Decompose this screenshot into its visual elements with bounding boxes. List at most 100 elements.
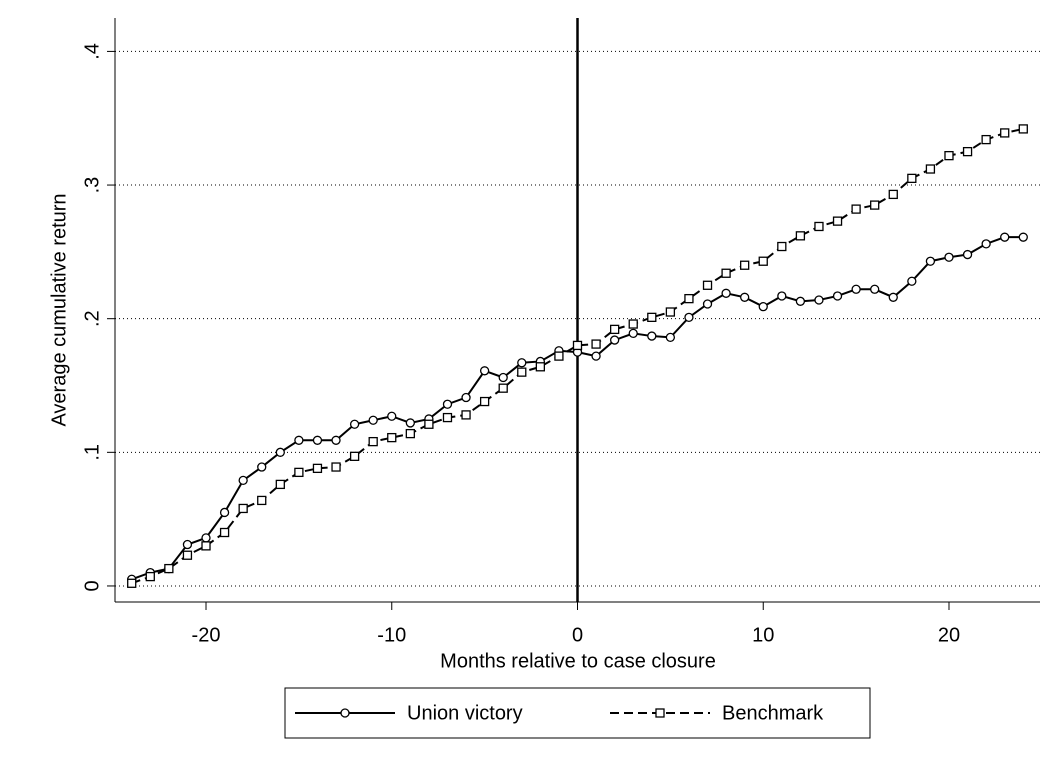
x-tick-label: 0: [572, 624, 583, 646]
y-tick-label: .1: [81, 444, 103, 461]
marker: [219, 527, 230, 538]
marker: [907, 173, 917, 184]
marker: [201, 541, 211, 551]
marker: [442, 412, 453, 423]
marker: [201, 533, 211, 543]
x-tick-label: -10: [377, 624, 406, 646]
marker: [655, 708, 665, 718]
y-tick-label: .2: [81, 310, 103, 327]
marker: [870, 284, 880, 294]
marker: [1000, 128, 1010, 138]
marker: [340, 708, 350, 718]
marker: [702, 299, 713, 309]
marker: [777, 291, 787, 301]
marker: [684, 293, 694, 304]
marker: [628, 328, 638, 339]
marker: [257, 495, 267, 506]
marker: [479, 396, 490, 407]
marker: [498, 372, 508, 383]
legend-box: [284, 687, 871, 739]
marker: [832, 216, 843, 226]
marker: [758, 302, 768, 312]
marker: [795, 231, 806, 241]
marker: [498, 383, 508, 393]
marker: [535, 362, 546, 372]
marker: [479, 366, 490, 376]
x-tick-label: 10: [752, 624, 774, 646]
marker: [461, 392, 471, 403]
marker: [814, 221, 824, 232]
marker: [1018, 232, 1028, 242]
marker: [368, 415, 378, 425]
x-axis-title: Months relative to case closure: [440, 650, 716, 672]
marker: [851, 204, 861, 214]
marker: [349, 451, 360, 461]
marker: [758, 256, 768, 266]
marker: [832, 291, 843, 301]
marker: [628, 319, 638, 329]
marker: [888, 189, 898, 200]
marker: [424, 419, 434, 429]
marker: [721, 268, 731, 278]
marker: [814, 295, 824, 305]
marker: [312, 435, 323, 445]
marker: [591, 339, 601, 349]
marker: [740, 260, 750, 270]
legend-label: Benchmark: [722, 702, 824, 724]
marker: [647, 331, 657, 341]
x-tick-label: 20: [938, 624, 960, 646]
y-axis-title: Average cumulative return: [48, 193, 70, 426]
marker: [851, 284, 861, 294]
marker: [368, 436, 378, 447]
marker: [981, 134, 991, 145]
marker: [238, 475, 248, 486]
marker: [145, 571, 155, 582]
marker: [405, 418, 415, 428]
marker: [702, 280, 713, 290]
marker: [294, 467, 304, 478]
marker: [721, 288, 731, 298]
marker: [275, 447, 285, 457]
marker: [461, 410, 471, 420]
y-tick-label: .4: [81, 43, 103, 60]
marker: [925, 164, 936, 174]
marker: [442, 399, 453, 409]
marker: [219, 507, 230, 518]
marker: [387, 432, 397, 443]
marker: [609, 335, 620, 345]
marker: [1018, 124, 1028, 134]
marker: [981, 239, 991, 249]
marker: [944, 150, 954, 161]
marker: [275, 479, 285, 490]
marker: [647, 312, 657, 323]
marker: [777, 241, 787, 252]
marker: [517, 367, 527, 377]
marker: [591, 351, 601, 361]
marker: [795, 296, 806, 306]
marker: [665, 332, 676, 343]
marker: [257, 462, 267, 472]
marker: [925, 256, 936, 266]
marker: [405, 428, 415, 439]
marker: [962, 146, 973, 157]
marker: [907, 276, 917, 286]
marker: [238, 503, 248, 514]
marker: [312, 463, 323, 474]
y-tick-label: 0: [81, 580, 103, 591]
marker: [331, 462, 341, 472]
marker: [349, 419, 360, 429]
marker: [962, 249, 973, 260]
marker: [387, 411, 397, 421]
marker: [554, 351, 564, 361]
legend-label: Union victory: [407, 702, 523, 724]
marker: [331, 435, 341, 445]
marker: [870, 200, 880, 210]
marker: [182, 550, 193, 560]
marker: [609, 324, 620, 335]
marker: [1000, 232, 1010, 242]
marker: [164, 563, 174, 574]
x-tick-label: -20: [192, 624, 221, 646]
